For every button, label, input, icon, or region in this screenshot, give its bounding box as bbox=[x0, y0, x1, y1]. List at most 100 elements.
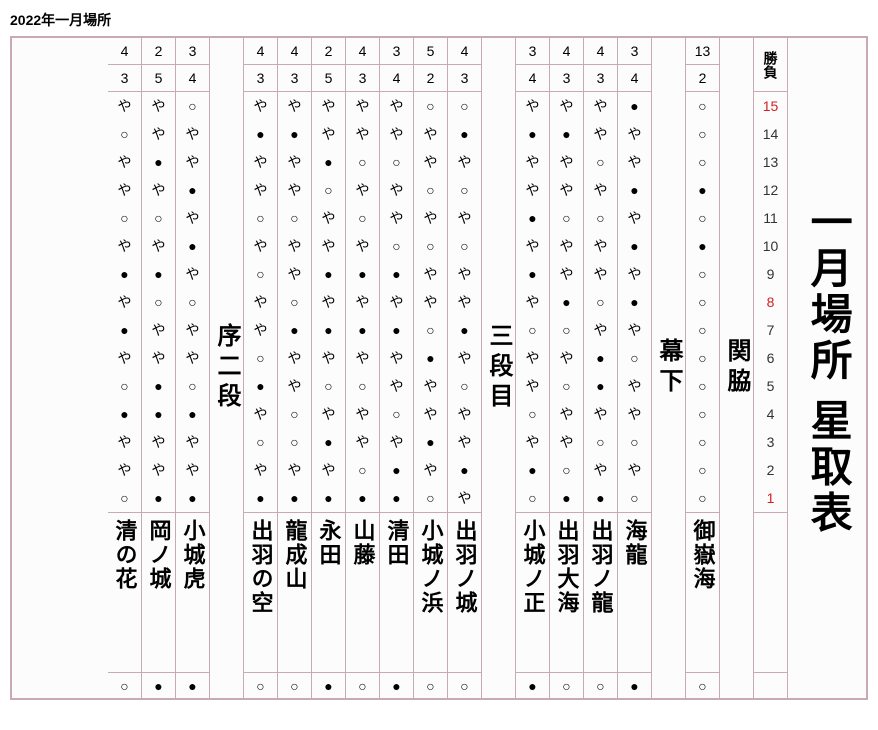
result-mark: ● bbox=[142, 148, 175, 176]
result-mark: や bbox=[414, 204, 447, 232]
division-column: 三段目 bbox=[482, 38, 516, 698]
result-mark: ○ bbox=[312, 176, 345, 204]
result-mark: や bbox=[380, 120, 413, 148]
wins-count: 3 bbox=[516, 38, 549, 65]
result-mark: や bbox=[108, 176, 141, 204]
result-mark: ● bbox=[108, 316, 141, 344]
result-mark: や bbox=[142, 120, 175, 148]
result-mark: や bbox=[176, 316, 209, 344]
result-mark: や bbox=[516, 176, 549, 204]
result-mark: や bbox=[618, 148, 651, 176]
result-mark: ● bbox=[414, 428, 447, 456]
result-mark: ○ bbox=[516, 400, 549, 428]
result-mark: や bbox=[278, 344, 311, 372]
rikishi-name: 小城虎 bbox=[177, 519, 209, 672]
result-mark: ● bbox=[448, 316, 481, 344]
result-mark: や bbox=[278, 232, 311, 260]
result-mark: や bbox=[550, 260, 583, 288]
rikishi-column: 34やや○やや○●や●やや○や●●清田● bbox=[380, 38, 414, 698]
result-mark: ● bbox=[142, 260, 175, 288]
result-mark: や bbox=[414, 288, 447, 316]
rikishi-name-cell: 海龍 bbox=[618, 512, 651, 672]
result-mark: や bbox=[244, 92, 277, 120]
rikishi-name-cell: 出羽大海 bbox=[550, 512, 583, 672]
result-mark: ● bbox=[108, 260, 141, 288]
result-mark: や bbox=[448, 484, 481, 512]
result-mark: ● bbox=[142, 372, 175, 400]
result-mark: や bbox=[244, 288, 277, 316]
result-mark: ○ bbox=[584, 204, 617, 232]
result-mark: や bbox=[618, 316, 651, 344]
losses-count: 3 bbox=[278, 65, 311, 92]
result-mark: や bbox=[618, 260, 651, 288]
wins-count: 3 bbox=[618, 38, 651, 65]
rikishi-column: 34○やや●や●や○やや○●やや●小城虎● bbox=[176, 38, 210, 698]
result-mark: ○ bbox=[414, 484, 447, 512]
result-mark: や bbox=[380, 92, 413, 120]
result-mark: や bbox=[414, 372, 447, 400]
rikishi-name: 御嶽海 bbox=[687, 519, 719, 672]
losses-count: 3 bbox=[244, 65, 277, 92]
rikishi-name-cell: 御嶽海 bbox=[686, 512, 719, 672]
result-mark: ● bbox=[312, 428, 345, 456]
losses-count: 5 bbox=[142, 65, 175, 92]
result-mark: ● bbox=[380, 316, 413, 344]
rikishi-name: 清田 bbox=[381, 519, 413, 672]
rikishi-name: 小城ノ浜 bbox=[415, 519, 447, 672]
rikishi-name-cell: 永田 bbox=[312, 512, 345, 672]
result-mark: や bbox=[312, 120, 345, 148]
result-mark: ○ bbox=[618, 428, 651, 456]
wins-count: 4 bbox=[448, 38, 481, 65]
result-mark: ○ bbox=[278, 288, 311, 316]
losses-count: 3 bbox=[448, 65, 481, 92]
result-mark: ○ bbox=[686, 456, 719, 484]
result-mark: や bbox=[618, 204, 651, 232]
result-mark: や bbox=[176, 456, 209, 484]
result-mark: ○ bbox=[278, 400, 311, 428]
day-number: 7 bbox=[754, 316, 787, 344]
promo-header-blank bbox=[754, 672, 787, 698]
day-number: 6 bbox=[754, 344, 787, 372]
result-mark: や bbox=[584, 176, 617, 204]
rikishi-name: 出羽大海 bbox=[551, 519, 583, 672]
rikishi-column: 43○●や○や○やや●や○やや●や出羽ノ城○ bbox=[448, 38, 482, 698]
rikishi-column: 25やや●○やや●や●や○や●や●永田● bbox=[312, 38, 346, 698]
result-mark: や bbox=[516, 92, 549, 120]
result-mark: や bbox=[176, 260, 209, 288]
rikishi-name-cell: 岡ノ城 bbox=[142, 512, 175, 672]
result-mark: ● bbox=[380, 484, 413, 512]
result-mark: ● bbox=[346, 316, 379, 344]
day-number: 3 bbox=[754, 428, 787, 456]
result-mark: や bbox=[108, 428, 141, 456]
promotion-mark: ○ bbox=[414, 672, 447, 698]
result-mark: ○ bbox=[414, 92, 447, 120]
result-mark: ○ bbox=[142, 288, 175, 316]
day-number: 10 bbox=[754, 232, 787, 260]
wins-count: 4 bbox=[346, 38, 379, 65]
result-mark: や bbox=[516, 232, 549, 260]
rikishi-column: 34や●やや●や●や○やや○や●○小城ノ正● bbox=[516, 38, 550, 698]
day-number: 5 bbox=[754, 372, 787, 400]
result-mark: ○ bbox=[380, 400, 413, 428]
wins-count: 3 bbox=[176, 38, 209, 65]
result-mark: ○ bbox=[244, 344, 277, 372]
result-mark: や bbox=[618, 120, 651, 148]
day-number: 2 bbox=[754, 456, 787, 484]
losses-count: 4 bbox=[618, 65, 651, 92]
result-mark: ○ bbox=[550, 204, 583, 232]
result-mark: や bbox=[244, 148, 277, 176]
result-mark: や bbox=[516, 428, 549, 456]
result-mark: ● bbox=[550, 484, 583, 512]
division-column: 序二段 bbox=[210, 38, 244, 698]
division-label: 序二段 bbox=[209, 323, 244, 413]
result-mark: ● bbox=[584, 344, 617, 372]
result-mark: ○ bbox=[550, 372, 583, 400]
result-mark: や bbox=[550, 428, 583, 456]
result-mark: ○ bbox=[686, 120, 719, 148]
result-mark: や bbox=[448, 148, 481, 176]
wins-count: 4 bbox=[244, 38, 277, 65]
rikishi-column: 43やや○や○やや○や●●や○や●出羽ノ龍○ bbox=[584, 38, 618, 698]
rikishi-name-cell: 出羽ノ龍 bbox=[584, 512, 617, 672]
rikishi-name: 岡ノ城 bbox=[143, 519, 175, 672]
result-mark: ○ bbox=[448, 176, 481, 204]
